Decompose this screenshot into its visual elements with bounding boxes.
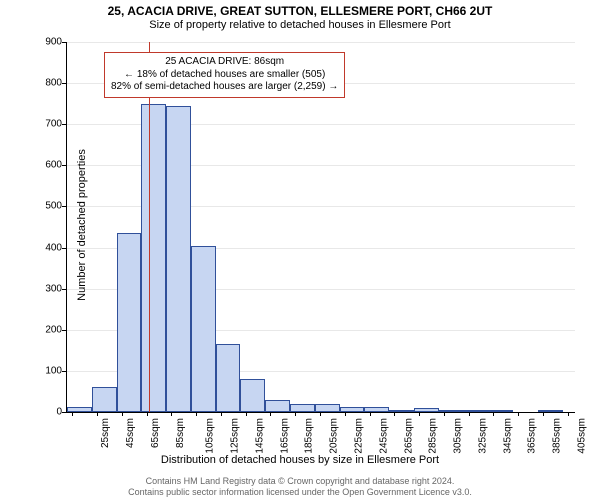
x-tick-mark [97, 412, 98, 416]
x-tick-label: 265sqm [403, 418, 414, 454]
x-tick-label: 245sqm [378, 418, 389, 454]
x-tick-mark [122, 412, 123, 416]
y-tick-mark [62, 83, 66, 84]
x-tick-mark [196, 412, 197, 416]
annotation-box: 25 ACACIA DRIVE: 86sqm ← 18% of detached… [104, 52, 345, 98]
marker-line [149, 42, 150, 412]
y-tick-mark [62, 248, 66, 249]
annotation-line-2: ← 18% of detached houses are smaller (50… [111, 69, 338, 82]
histogram-bar [340, 407, 365, 412]
x-tick-label: 145sqm [254, 418, 265, 454]
y-tick-label: 900 [22, 37, 62, 48]
chart-titles: 25, ACACIA DRIVE, GREAT SUTTON, ELLESMER… [0, 4, 600, 31]
x-tick-label: 65sqm [150, 418, 161, 448]
x-tick-label: 205sqm [329, 418, 340, 454]
y-tick-label: 500 [22, 201, 62, 212]
y-tick-label: 600 [22, 160, 62, 171]
histogram-bar [414, 408, 439, 412]
x-tick-label: 305sqm [453, 418, 464, 454]
x-tick-label: 345sqm [502, 418, 513, 454]
chart-title-2: Size of property relative to detached ho… [0, 19, 600, 31]
y-tick-mark [62, 289, 66, 290]
x-tick-mark [394, 412, 395, 416]
histogram-bar [364, 407, 389, 412]
y-tick-mark [62, 371, 66, 372]
x-tick-label: 285sqm [428, 418, 439, 454]
x-tick-mark [568, 412, 569, 416]
footer-line-1: Contains HM Land Registry data © Crown c… [0, 476, 600, 487]
histogram-bar [265, 400, 290, 412]
y-tick-mark [62, 165, 66, 166]
histogram-bar [240, 379, 265, 412]
x-tick-label: 385sqm [552, 418, 563, 454]
x-tick-mark [493, 412, 494, 416]
histogram-bar [216, 344, 241, 412]
x-tick-label: 325sqm [477, 418, 488, 454]
x-tick-label: 25sqm [100, 418, 111, 448]
histogram-bar [389, 410, 414, 412]
y-tick-label: 0 [22, 407, 62, 418]
x-tick-label: 365sqm [527, 418, 538, 454]
x-tick-mark [147, 412, 148, 416]
histogram-bar [92, 387, 117, 412]
y-tick-label: 800 [22, 78, 62, 89]
x-tick-mark [72, 412, 73, 416]
x-tick-label: 105sqm [205, 418, 216, 454]
x-tick-label: 225sqm [354, 418, 365, 454]
x-tick-mark [171, 412, 172, 416]
x-tick-mark [270, 412, 271, 416]
x-tick-mark [444, 412, 445, 416]
x-tick-mark [370, 412, 371, 416]
x-axis-label: Distribution of detached houses by size … [0, 454, 600, 466]
x-tick-mark [543, 412, 544, 416]
histogram-bar [439, 410, 464, 412]
x-tick-mark [469, 412, 470, 416]
x-tick-mark [518, 412, 519, 416]
x-tick-label: 45sqm [125, 418, 136, 448]
x-tick-mark [221, 412, 222, 416]
x-tick-mark [320, 412, 321, 416]
y-tick-label: 200 [22, 324, 62, 335]
gridline [67, 42, 575, 43]
x-tick-label: 85sqm [175, 418, 186, 448]
y-tick-label: 100 [22, 365, 62, 376]
histogram-bar [538, 410, 563, 412]
x-tick-mark [246, 412, 247, 416]
annotation-line-1: 25 ACACIA DRIVE: 86sqm [111, 56, 338, 69]
histogram-bar [290, 404, 315, 412]
x-tick-label: 185sqm [304, 418, 315, 454]
y-tick-mark [62, 412, 66, 413]
histogram-bar [315, 404, 340, 412]
histogram-bar [463, 410, 488, 412]
histogram-bar [141, 104, 166, 412]
footer-line-2: Contains public sector information licen… [0, 487, 600, 498]
x-tick-label: 165sqm [279, 418, 290, 454]
y-tick-mark [62, 330, 66, 331]
annotation-line-3: 82% of semi-detached houses are larger (… [111, 81, 338, 94]
histogram-bar [191, 246, 216, 413]
y-tick-label: 700 [22, 119, 62, 130]
histogram-bar [166, 106, 191, 412]
x-tick-label: 125sqm [230, 418, 241, 454]
x-tick-label: 405sqm [577, 418, 588, 454]
y-tick-mark [62, 124, 66, 125]
histogram-bar [488, 410, 513, 412]
histogram-bar [67, 407, 92, 412]
plot-area [66, 42, 575, 413]
y-tick-mark [62, 42, 66, 43]
footer-text: Contains HM Land Registry data © Crown c… [0, 476, 600, 498]
y-axis-label: Number of detached properties [76, 149, 88, 301]
x-tick-mark [419, 412, 420, 416]
x-tick-mark [345, 412, 346, 416]
histogram-bar [117, 233, 142, 412]
y-tick-label: 300 [22, 283, 62, 294]
y-tick-mark [62, 206, 66, 207]
x-tick-mark [295, 412, 296, 416]
chart-title-1: 25, ACACIA DRIVE, GREAT SUTTON, ELLESMER… [0, 4, 600, 18]
y-tick-label: 400 [22, 242, 62, 253]
